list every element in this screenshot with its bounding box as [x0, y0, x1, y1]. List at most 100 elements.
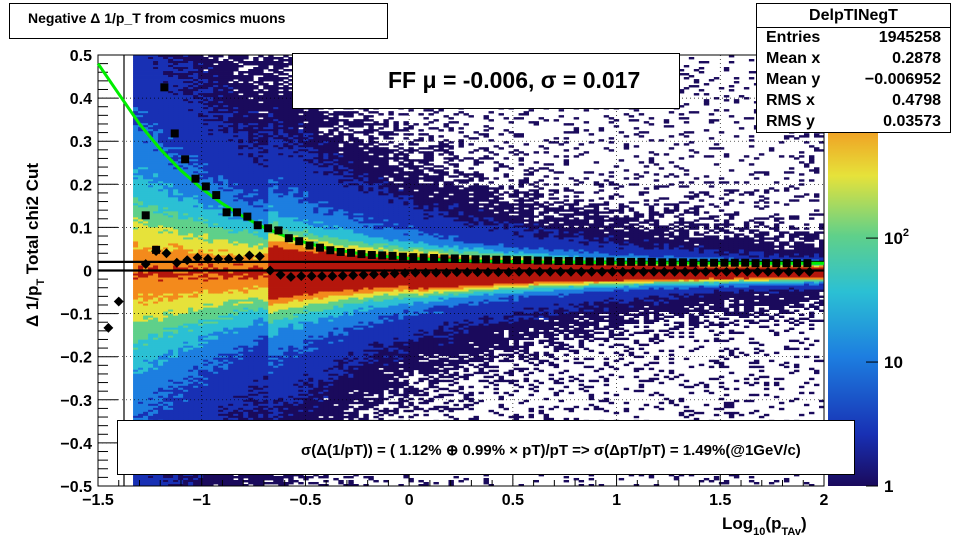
mean-point — [503, 267, 514, 278]
mean-point — [358, 269, 369, 280]
x-axis-title: Log10(pTAv) — [722, 514, 807, 538]
sigma-point — [627, 257, 636, 266]
sigma-point — [533, 256, 542, 265]
mean-point — [441, 267, 452, 278]
sigma-point — [170, 129, 179, 138]
mean-point — [202, 253, 213, 264]
sigma-point — [647, 257, 656, 266]
sigma-point — [544, 256, 553, 265]
mean-point — [472, 267, 483, 278]
y-tick-label: −0.1 — [60, 307, 92, 324]
mean-point — [234, 253, 245, 264]
colorbar-tick-label: 1 — [884, 477, 893, 496]
sigma-point — [191, 174, 200, 183]
stats-row-mean-y: Mean y −0.006952 — [766, 71, 941, 89]
stats-label: RMS x — [766, 92, 815, 109]
x-tick-label: −1.5 — [82, 492, 114, 509]
x-tick-label: 0.5 — [502, 492, 524, 509]
sigma-point — [243, 212, 252, 221]
mean-point — [700, 266, 711, 277]
sigma-point — [274, 226, 283, 235]
y-tick-label: −0.4 — [60, 436, 92, 453]
sigma-point — [595, 257, 604, 266]
sigma-point — [367, 250, 376, 259]
mean-point — [410, 267, 421, 278]
resolution-legend-text: σ(Δ(1/pT)) = ( 1.12% ⊕ 0.99% × pT)/pT =>… — [301, 442, 801, 459]
sigma-point — [492, 255, 501, 264]
sigma-point — [471, 255, 480, 264]
sigma-point — [554, 257, 563, 266]
mean-point — [617, 266, 628, 277]
mean-point — [285, 272, 296, 282]
y-tick-label: −0.2 — [60, 350, 92, 367]
marker-layer — [103, 83, 815, 333]
stats-value: 0.03573 — [883, 113, 941, 130]
stats-value: 0.2878 — [892, 50, 941, 67]
sigma-point — [398, 252, 407, 261]
y-tick-label: 0.2 — [70, 177, 92, 194]
sigma-point — [481, 255, 490, 264]
fit-curve — [96, 62, 824, 265]
sigma-point — [782, 259, 791, 268]
mean-point — [213, 253, 224, 264]
mean-point — [576, 266, 587, 277]
stats-label: RMS y — [766, 113, 815, 130]
y-tick-label: 0.1 — [70, 220, 92, 237]
sigma-point — [502, 255, 511, 264]
mean-point — [296, 271, 307, 282]
sigma-point — [793, 259, 802, 268]
stats-row-mean-x: Mean x 0.2878 — [766, 50, 941, 68]
mean-point — [431, 267, 442, 278]
stats-label: Mean y — [766, 71, 821, 88]
sigma-point — [141, 211, 150, 220]
stats-value: −0.006952 — [864, 71, 941, 88]
stats-name: DelpTINegT — [809, 7, 898, 24]
sigma-point — [222, 208, 231, 217]
sigma-point — [575, 257, 584, 266]
mean-point — [275, 269, 286, 280]
mean-point — [244, 250, 255, 261]
sigma-point — [357, 250, 366, 259]
x-tick-label: 1.5 — [709, 492, 731, 509]
sigma-point — [606, 257, 615, 266]
mean-point — [711, 266, 722, 277]
mean-point — [368, 269, 379, 280]
mean-point — [337, 270, 348, 281]
stats-row-rms-x: RMS x 0.4798 — [766, 92, 941, 110]
mean-point — [151, 246, 162, 257]
mean-point — [555, 266, 566, 277]
sigma-point — [730, 258, 739, 267]
mean-point — [545, 266, 556, 277]
stats-value: 0.4798 — [892, 92, 941, 109]
sigma-point — [720, 258, 729, 267]
mean-point — [462, 267, 473, 278]
stats-label: Mean x — [766, 50, 821, 67]
mean-point — [223, 253, 234, 264]
x-tick-label: −0.5 — [290, 492, 322, 509]
mean-point — [348, 270, 359, 281]
stats-row-rms-y: RMS y 0.03573 — [766, 113, 941, 131]
sigma-point — [305, 241, 314, 250]
mean-point — [420, 267, 431, 278]
plot-title: Negative Δ 1/p_T from cosmics muons — [28, 10, 286, 26]
mean-point — [763, 266, 773, 277]
mean-point — [317, 271, 327, 282]
mean-point — [524, 266, 535, 277]
mean-point — [265, 265, 276, 276]
mean-point — [514, 266, 525, 277]
y-axis-title: Δ 1/pT Total chi2 Cut — [23, 163, 47, 327]
sigma-point — [678, 258, 687, 267]
y-tick-label: −0.5 — [60, 479, 92, 496]
sigma-point — [409, 253, 418, 262]
mean-point — [171, 257, 182, 268]
stats-value: 1945258 — [878, 29, 941, 46]
colorbar-tick-label: 10 — [884, 353, 903, 372]
mean-point — [306, 271, 317, 282]
mean-point — [783, 266, 794, 277]
sigma-point — [347, 248, 356, 257]
x-tick-label: 1 — [612, 492, 621, 509]
y-tick-label: 0.4 — [70, 91, 92, 108]
mean-point — [140, 259, 151, 269]
plot-title-box: Negative Δ 1/p_T from cosmics muons — [9, 3, 388, 39]
sigma-point — [710, 258, 719, 267]
